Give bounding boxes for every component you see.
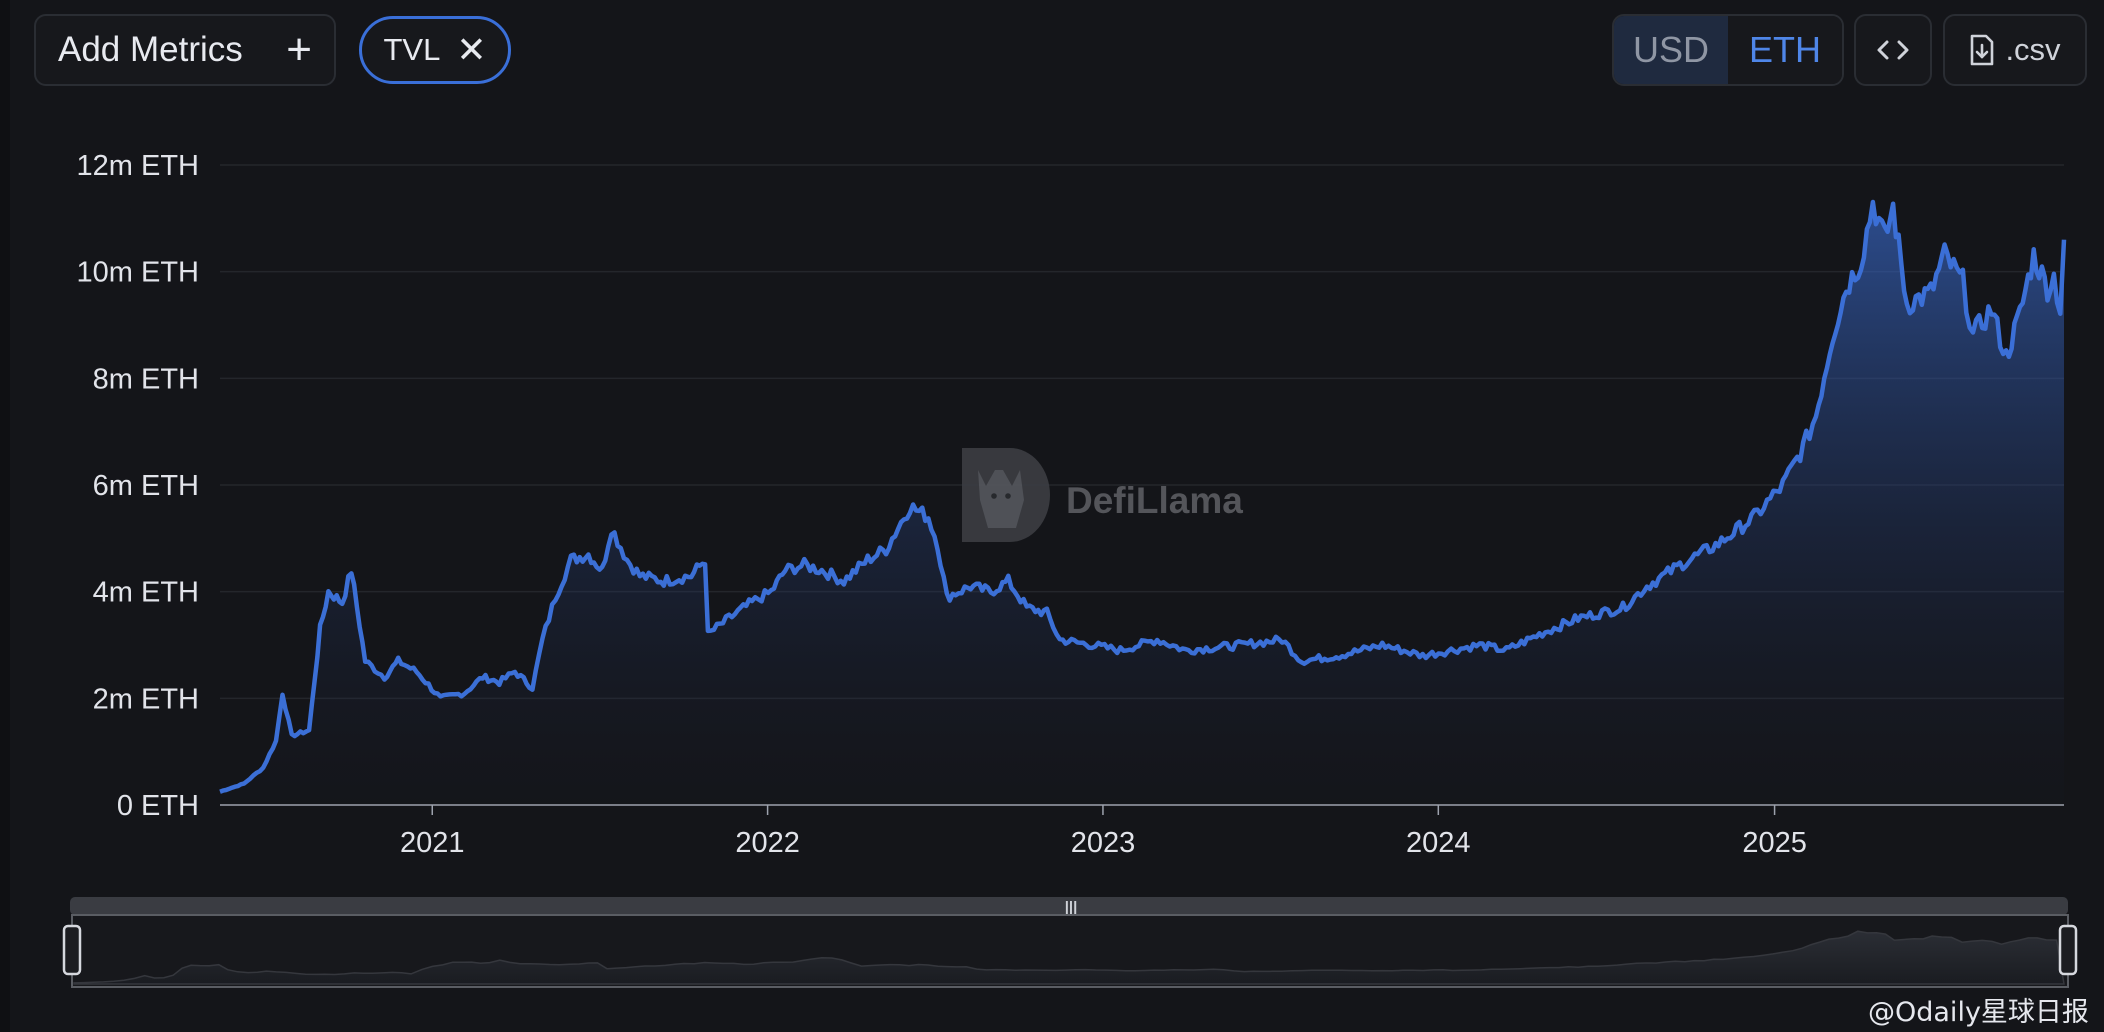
- left-edge: [0, 0, 10, 1032]
- chart-toolbar: Add Metrics + TVL ✕ USD ETH .csv: [34, 14, 2087, 88]
- metric-chip-label: TVL: [383, 32, 441, 67]
- y-tick-label: 8m ETH: [93, 363, 199, 395]
- range-slider-track[interactable]: [70, 897, 2068, 915]
- range-grip-icon[interactable]: |||: [1065, 899, 1078, 916]
- y-tick-label: 2m ETH: [93, 683, 199, 715]
- watermark: DefiLlama: [962, 448, 1243, 542]
- x-tick-label: 2022: [735, 827, 800, 859]
- x-tick-label: 2024: [1406, 827, 1471, 859]
- x-tick-label: 2023: [1071, 827, 1136, 859]
- code-icon: [1877, 40, 1909, 60]
- csv-download-button[interactable]: .csv: [1943, 14, 2087, 86]
- source-credit: @Odaily星球日报: [1868, 997, 2089, 1028]
- x-tick-label: 2021: [400, 827, 465, 859]
- range-slider[interactable]: |||: [62, 897, 2078, 988]
- metric-chip-tvl[interactable]: TVL ✕: [359, 16, 511, 84]
- y-axis: 0 ETH 2m ETH 4m ETH 6m ETH 8m ETH 10m ETH 12m …: [77, 150, 199, 822]
- plus-icon: +: [286, 25, 312, 74]
- tvl-line: [219, 199, 2067, 794]
- y-tick-label: 12m ETH: [77, 150, 199, 182]
- range-handle-right[interactable]: [2058, 924, 2078, 976]
- currency-toggle: USD ETH: [1612, 14, 1844, 86]
- overview-mini-chart: [73, 930, 2065, 985]
- add-metrics-label: Add Metrics: [58, 30, 243, 69]
- y-tick-label: 4m ETH: [93, 577, 199, 609]
- grid-lines: [220, 164, 2064, 700]
- csv-label: .csv: [2005, 32, 2061, 67]
- x-axis: 2021 2022 2023 2024 2025: [400, 805, 1807, 859]
- embed-button[interactable]: [1854, 14, 1932, 86]
- currency-option-eth[interactable]: ETH: [1728, 16, 1842, 84]
- download-file-icon: [1971, 34, 1994, 66]
- tvl-area: [220, 202, 2064, 805]
- close-icon[interactable]: ✕: [456, 29, 487, 70]
- y-tick-label: 6m ETH: [93, 470, 199, 502]
- y-tick-label: 0 ETH: [117, 790, 199, 822]
- x-tick-label: 2025: [1742, 827, 1807, 859]
- add-metrics-button[interactable]: Add Metrics +: [34, 14, 336, 86]
- llama-logo-icon: [962, 448, 1050, 542]
- currency-option-usd[interactable]: USD: [1614, 16, 1728, 84]
- y-tick-label: 10m ETH: [77, 257, 199, 289]
- watermark-label: DefiLlama: [1066, 480, 1243, 521]
- range-handle-left[interactable]: [62, 924, 82, 976]
